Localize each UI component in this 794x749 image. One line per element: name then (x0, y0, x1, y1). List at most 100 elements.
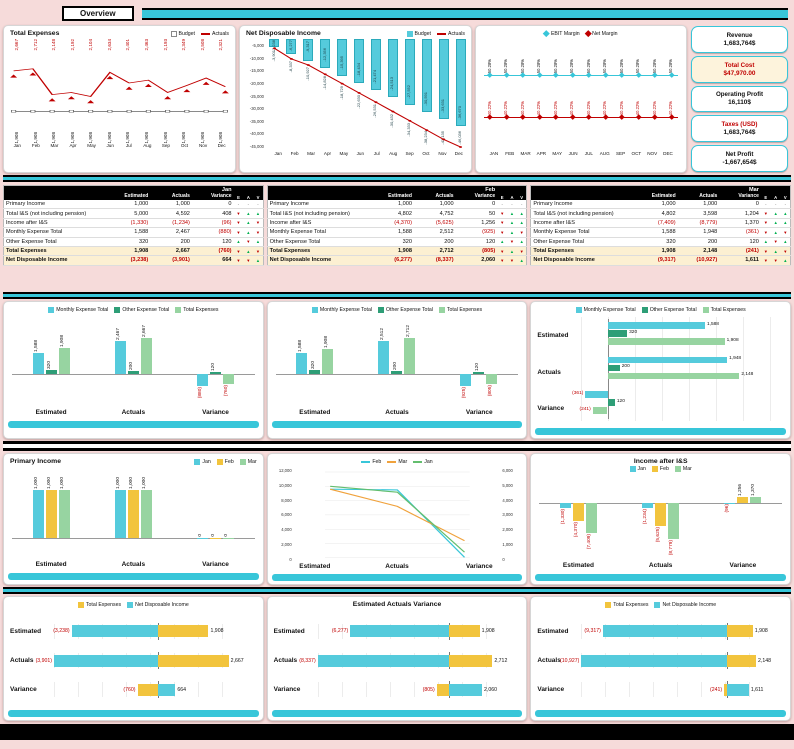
value-cell[interactable]: 320 (372, 237, 414, 247)
row-label[interactable]: Monthly Expense Total (3, 227, 109, 238)
value-cell[interactable]: 1,000 (150, 200, 192, 210)
bar (391, 371, 403, 374)
value-cell[interactable]: 120 (719, 237, 761, 247)
value-cell[interactable]: 320 (108, 237, 151, 247)
value-cell[interactable]: 1,370 (719, 218, 761, 229)
bar (32, 352, 44, 375)
value-cell[interactable]: 1,000 (108, 200, 151, 210)
row-label[interactable]: Other Expense Total (530, 237, 637, 247)
value-cell[interactable]: 3,598 (677, 208, 720, 219)
value-cell[interactable]: (8,337) (413, 255, 456, 266)
value-cell[interactable]: 50 (455, 208, 498, 219)
row-label[interactable]: Total I&S (not including pension) (267, 208, 373, 219)
row-label[interactable]: Income after I&S (3, 218, 109, 229)
value-cell[interactable]: 320 (636, 237, 678, 247)
value-cell[interactable]: 1,588 (636, 227, 678, 238)
row-label[interactable]: Total I&S (not including pension) (530, 208, 637, 219)
value-cell[interactable]: 4,802 (372, 208, 414, 219)
value-cell[interactable]: 2,512 (413, 227, 456, 238)
value-cell[interactable]: 1,000 (636, 200, 678, 210)
value-cell[interactable]: 1,000 (413, 200, 456, 210)
value-cell[interactable]: (8,779) (677, 218, 720, 229)
value-cell[interactable]: 200 (677, 237, 720, 247)
value-cell[interactable]: 1,204 (719, 208, 761, 219)
trend-arrow: ▲ (770, 227, 781, 238)
expenses-line-chart (10, 68, 229, 113)
value-cell[interactable]: (5,625) (413, 218, 456, 229)
value-cell[interactable]: 0 (719, 200, 761, 210)
value-cell[interactable]: 200 (413, 237, 456, 247)
row-label[interactable]: Net Disposable Income (267, 255, 373, 266)
value-cell[interactable]: 664 (191, 255, 234, 266)
value-cell[interactable]: (3,901) (150, 255, 192, 266)
value-cell[interactable]: 408 (191, 208, 234, 219)
bar (607, 322, 705, 329)
value-cell[interactable]: 4,802 (636, 208, 678, 219)
value-cell[interactable]: 120 (455, 237, 498, 247)
value-cell[interactable]: 2,148 (677, 246, 720, 257)
value-cell[interactable]: 1,908 (372, 246, 414, 257)
value-cell[interactable]: 1,000 (372, 200, 414, 210)
row-label[interactable]: Primary Income (267, 200, 373, 210)
value-cell[interactable]: 200 (150, 237, 192, 247)
value-cell[interactable]: (361) (719, 227, 761, 238)
value-cell[interactable]: (7,409) (636, 218, 678, 229)
bar-track: 664 (760) (54, 681, 229, 699)
value-cell[interactable]: 2,467 (150, 227, 192, 238)
row-label[interactable]: Other Expense Total (3, 237, 109, 247)
value-cell[interactable]: (96) (191, 218, 234, 229)
row-label[interactable]: Monthly Expense Total (530, 227, 637, 238)
value-cell[interactable]: (760) (191, 246, 234, 257)
row-label[interactable]: Total I&S (not including pension) (3, 208, 109, 219)
value-cell[interactable]: 1,611 (719, 255, 761, 266)
row-label[interactable]: Net Disposable Income (530, 255, 637, 266)
value-cell[interactable]: 1,948 (677, 227, 720, 238)
value-cell[interactable]: 1,908 (108, 246, 151, 257)
value-cell[interactable]: 120 (191, 237, 234, 247)
value-cell[interactable]: 1,000 (677, 200, 720, 210)
row-label[interactable]: Total Expenses (267, 246, 373, 257)
trend-arrow: ▲ (253, 255, 264, 266)
value-cell[interactable]: 1,256 (455, 218, 498, 229)
label-cell: 2,321 (212, 39, 231, 63)
value-cell[interactable]: (1,330) (108, 218, 151, 229)
row-label[interactable]: Net Disposable Income (3, 255, 109, 266)
value-cell[interactable]: 0 (191, 200, 234, 210)
label-cell: 1,908 (175, 119, 194, 144)
legend-item: Other Expense Total (114, 306, 169, 313)
value-cell[interactable]: (10,927) (677, 255, 720, 266)
value-cell[interactable]: (880) (191, 227, 234, 238)
value-cell[interactable]: 4,592 (150, 208, 192, 219)
value-cell[interactable]: (3,238) (108, 255, 151, 266)
total-expenses-bar (727, 654, 756, 667)
row-label[interactable]: Primary Income (530, 200, 637, 210)
net-value: 40.22% (569, 100, 575, 115)
row-label[interactable]: Total Expenses (530, 246, 637, 257)
row-label[interactable]: Other Expense Total (267, 237, 373, 247)
value-cell[interactable]: 2,060 (455, 255, 498, 266)
value-cell[interactable]: 1,588 (108, 227, 151, 238)
value-cell[interactable]: 2,667 (150, 246, 192, 257)
row-label[interactable]: Income after I&S (530, 218, 637, 229)
value-cell[interactable]: 4,752 (413, 208, 456, 219)
value-cell[interactable]: 0 (455, 200, 498, 210)
value-cell[interactable]: 1,908 (636, 246, 678, 257)
value-cell[interactable]: (1,234) (150, 218, 192, 229)
value-cell[interactable]: (805) (455, 246, 498, 257)
legend-swatch (239, 458, 246, 465)
value-cell[interactable]: (925) (455, 227, 498, 238)
bar-column: -3,238 -3,901 (266, 39, 283, 151)
value-cell[interactable]: 1,588 (372, 227, 414, 238)
tab-overview[interactable]: Overview (62, 5, 134, 22)
value-cell[interactable]: (241) (719, 246, 761, 257)
value-cell[interactable]: (4,370) (372, 218, 414, 229)
value-cell[interactable]: 5,000 (108, 208, 151, 219)
value-cell[interactable]: (9,317) (636, 255, 678, 266)
value-cell[interactable]: (6,277) (372, 255, 414, 266)
value-cell[interactable]: 2,712 (413, 246, 456, 257)
row-label[interactable]: Total Expenses (3, 246, 109, 257)
row-label[interactable]: Income after I&S (267, 218, 373, 229)
label-cell: 1,908 (64, 119, 83, 144)
row-label[interactable]: Monthly Expense Total (267, 227, 373, 238)
row-label[interactable]: Primary Income (3, 200, 109, 210)
